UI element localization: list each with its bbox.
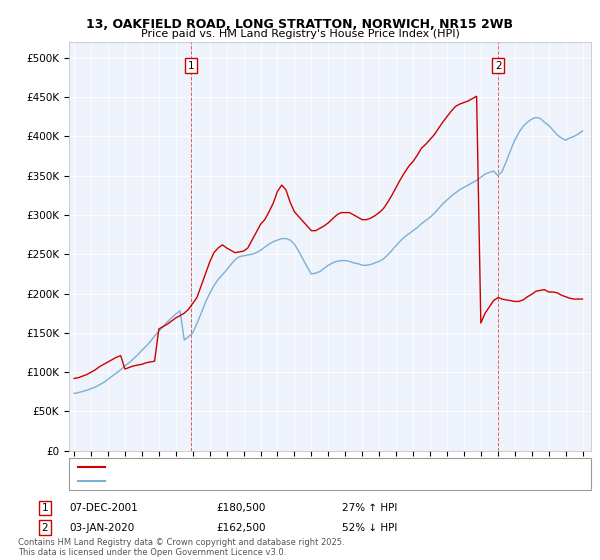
Text: 07-DEC-2001: 07-DEC-2001 bbox=[69, 503, 138, 513]
Text: 27% ↑ HPI: 27% ↑ HPI bbox=[342, 503, 397, 513]
Text: 03-JAN-2020: 03-JAN-2020 bbox=[69, 522, 134, 533]
Text: 2: 2 bbox=[41, 522, 49, 533]
Text: £162,500: £162,500 bbox=[216, 522, 265, 533]
Text: 13, OAKFIELD ROAD, LONG STRATTON, NORWICH, NR15 2WB (detached house): 13, OAKFIELD ROAD, LONG STRATTON, NORWIC… bbox=[108, 461, 497, 472]
Text: 1: 1 bbox=[188, 60, 194, 71]
Text: HPI: Average price, detached house, South Norfolk: HPI: Average price, detached house, Sout… bbox=[108, 476, 355, 486]
Text: 1: 1 bbox=[41, 503, 49, 513]
Text: Contains HM Land Registry data © Crown copyright and database right 2025.
This d: Contains HM Land Registry data © Crown c… bbox=[18, 538, 344, 557]
Text: 13, OAKFIELD ROAD, LONG STRATTON, NORWICH, NR15 2WB: 13, OAKFIELD ROAD, LONG STRATTON, NORWIC… bbox=[86, 18, 514, 31]
Text: £180,500: £180,500 bbox=[216, 503, 265, 513]
Text: 2: 2 bbox=[495, 60, 502, 71]
Text: Price paid vs. HM Land Registry's House Price Index (HPI): Price paid vs. HM Land Registry's House … bbox=[140, 29, 460, 39]
Text: 52% ↓ HPI: 52% ↓ HPI bbox=[342, 522, 397, 533]
